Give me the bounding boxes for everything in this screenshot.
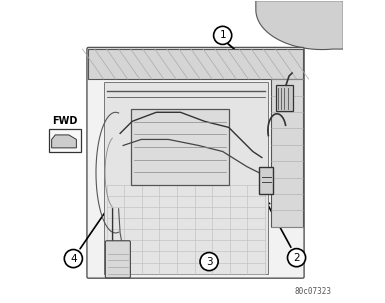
Circle shape xyxy=(200,252,218,271)
Text: 4: 4 xyxy=(70,254,77,264)
Bar xyxy=(104,82,268,274)
Circle shape xyxy=(64,250,82,268)
Text: 80c07323: 80c07323 xyxy=(294,287,331,296)
FancyBboxPatch shape xyxy=(87,48,304,278)
Text: 3: 3 xyxy=(206,257,213,267)
Bar xyxy=(131,109,229,185)
Bar xyxy=(259,167,273,194)
Text: 1: 1 xyxy=(219,30,226,40)
Bar xyxy=(276,85,293,111)
Polygon shape xyxy=(256,1,343,50)
Bar xyxy=(89,49,303,79)
Polygon shape xyxy=(52,135,76,148)
Circle shape xyxy=(288,249,306,267)
Text: 2: 2 xyxy=(293,253,300,263)
FancyBboxPatch shape xyxy=(105,241,131,278)
Text: FWD: FWD xyxy=(52,116,78,126)
Bar xyxy=(271,79,303,227)
Bar xyxy=(49,129,81,152)
Circle shape xyxy=(214,26,232,45)
